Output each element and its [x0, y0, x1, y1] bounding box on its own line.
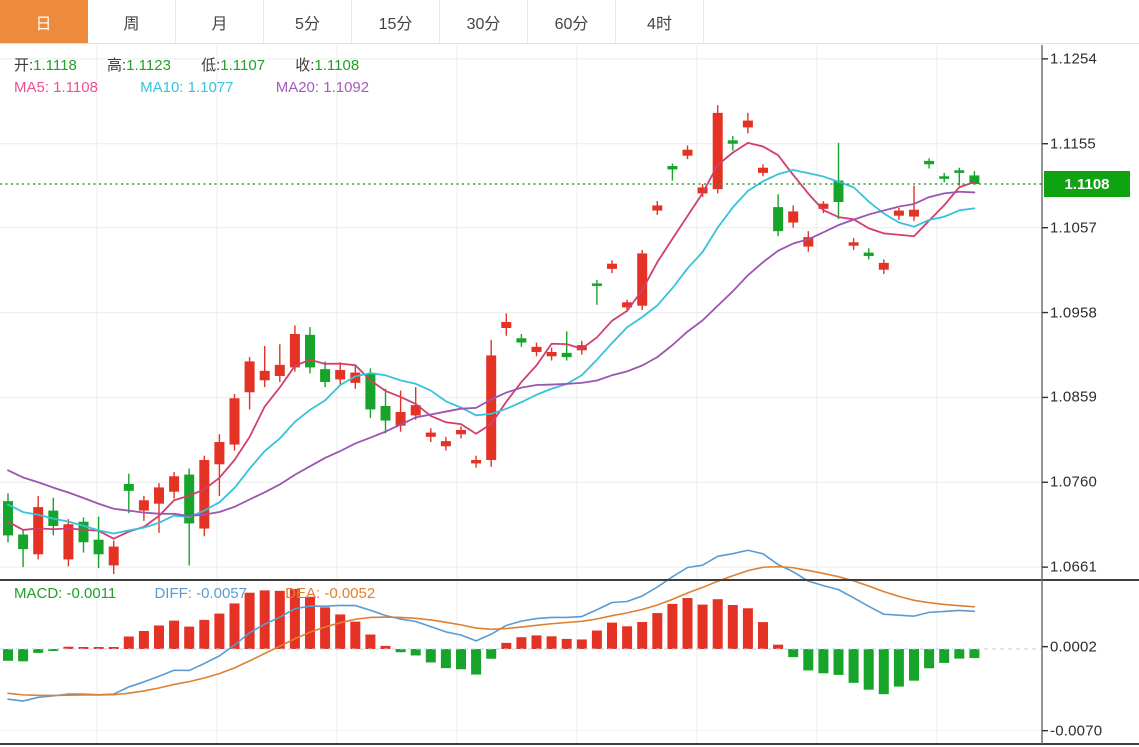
low-value: 1.1107: [220, 57, 266, 74]
macd-readout: MACD: -0.0011 DIFF: -0.0057 DEA: -0.0052: [14, 585, 409, 602]
current-price-badge: 1.1108: [1044, 171, 1130, 197]
ohlc-readout: 开:1.1118 高:1.1123 低:1.1107 收:1.1108: [14, 54, 385, 75]
ma-readout: MA5: 1.1108 MA10: 1.1077 MA20: 1.1092: [14, 79, 407, 96]
price-axis-tick: 1.1057: [1050, 219, 1098, 237]
ma5-readout: MA5: 1.1108: [14, 79, 98, 96]
macd-axis-tick: -0.0070: [1050, 722, 1103, 740]
ma10-readout: MA10: 1.1077: [140, 79, 234, 96]
macd-axis-tick: 0.0002: [1050, 638, 1098, 656]
open-label: 开:: [14, 57, 34, 74]
price-axis-tick: 1.0859: [1050, 388, 1098, 406]
dea-value-readout: DEA: -0.0052: [285, 585, 376, 602]
diff-value-readout: DIFF: -0.0057: [154, 585, 247, 602]
price-axis-tick: 1.1155: [1050, 135, 1096, 153]
tab-30min[interactable]: 30分: [440, 0, 528, 43]
close-label: 收:: [295, 57, 315, 74]
tab-4hour[interactable]: 4时: [616, 0, 704, 43]
tab-week[interactable]: 周: [88, 0, 176, 43]
macd-value-readout: MACD: -0.0011: [14, 585, 117, 602]
tab-60min[interactable]: 60分: [528, 0, 616, 43]
price-axis-tick: 1.0958: [1050, 304, 1098, 322]
tab-5min[interactable]: 5分: [264, 0, 352, 43]
tab-15min[interactable]: 15分: [352, 0, 440, 43]
period-tabbar: 日 周 月 5分 15分 30分 60分 4时: [0, 0, 1139, 44]
low-label: 低:: [201, 57, 221, 74]
price-axis-tick: 1.0661: [1050, 558, 1098, 576]
high-value: 1.1123: [126, 57, 171, 74]
ma20-readout: MA20: 1.1092: [275, 79, 370, 96]
close-value: 1.1108: [314, 57, 360, 74]
tab-month[interactable]: 月: [176, 0, 264, 43]
price-axis-tick: 1.0760: [1050, 473, 1098, 491]
price-axis-tick: 1.1254: [1050, 50, 1098, 68]
tab-day[interactable]: 日: [0, 0, 88, 43]
open-value: 1.1118: [33, 57, 77, 74]
high-label: 高:: [107, 57, 127, 74]
